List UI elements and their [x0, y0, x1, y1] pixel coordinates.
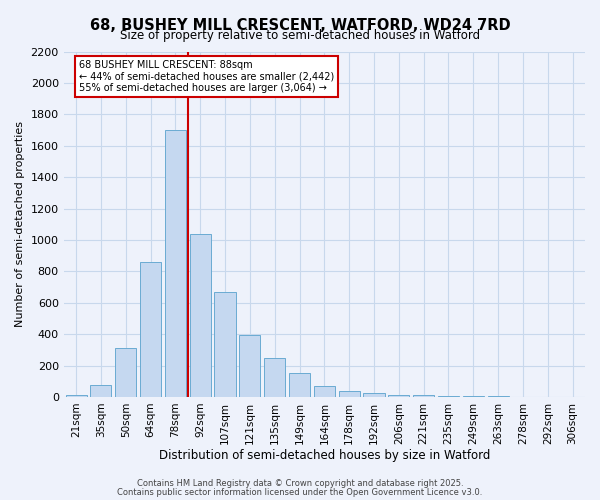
Bar: [463, 396, 484, 397]
Bar: [413, 394, 434, 397]
Bar: [214, 292, 236, 397]
Bar: [438, 396, 459, 397]
Bar: [338, 392, 360, 397]
Bar: [115, 348, 136, 397]
Bar: [65, 394, 86, 397]
Bar: [364, 393, 385, 397]
X-axis label: Distribution of semi-detached houses by size in Watford: Distribution of semi-detached houses by …: [158, 450, 490, 462]
Bar: [314, 386, 335, 397]
Bar: [140, 262, 161, 397]
Text: Contains public sector information licensed under the Open Government Licence v3: Contains public sector information licen…: [118, 488, 482, 497]
Bar: [239, 335, 260, 397]
Bar: [165, 130, 186, 397]
Text: Size of property relative to semi-detached houses in Watford: Size of property relative to semi-detach…: [120, 29, 480, 42]
Text: 68 BUSHEY MILL CRESCENT: 88sqm
← 44% of semi-detached houses are smaller (2,442): 68 BUSHEY MILL CRESCENT: 88sqm ← 44% of …: [79, 60, 335, 94]
Y-axis label: Number of semi-detached properties: Number of semi-detached properties: [15, 121, 25, 327]
Text: 68, BUSHEY MILL CRESCENT, WATFORD, WD24 7RD: 68, BUSHEY MILL CRESCENT, WATFORD, WD24 …: [89, 18, 511, 32]
Bar: [289, 374, 310, 397]
Bar: [264, 358, 285, 397]
Text: Contains HM Land Registry data © Crown copyright and database right 2025.: Contains HM Land Registry data © Crown c…: [137, 480, 463, 488]
Bar: [190, 234, 211, 397]
Bar: [388, 394, 409, 397]
Bar: [91, 385, 112, 397]
